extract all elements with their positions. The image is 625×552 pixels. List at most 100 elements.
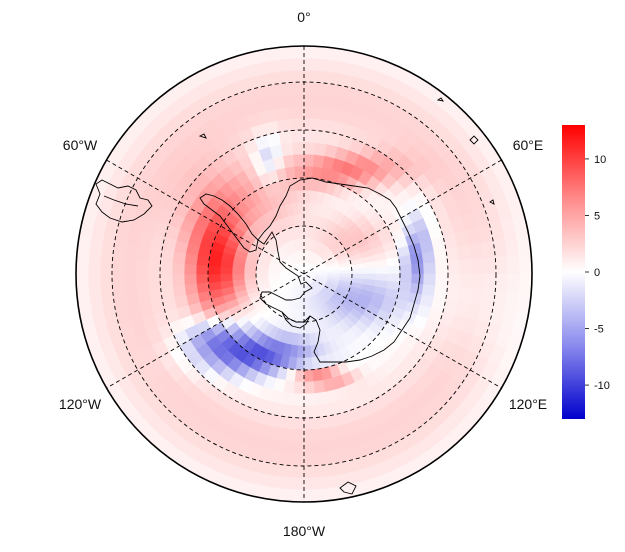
field-cell xyxy=(312,368,324,382)
field-cell xyxy=(159,273,173,287)
field-cell xyxy=(399,264,413,275)
field-cell xyxy=(433,248,448,263)
field-cell xyxy=(290,417,305,431)
field-cell xyxy=(363,267,377,275)
field-cell xyxy=(195,273,209,284)
field-cell xyxy=(445,246,460,262)
field-cell xyxy=(471,257,485,275)
field-cell xyxy=(303,93,321,107)
lon-label-0: 0° xyxy=(297,9,310,25)
field-cell xyxy=(283,46,305,60)
field-cell xyxy=(76,253,90,275)
field-cell xyxy=(136,287,151,304)
field-cell xyxy=(99,255,114,275)
colorbar-tick-label: 0 xyxy=(594,267,600,279)
field-cell xyxy=(423,262,437,275)
field-cell xyxy=(314,391,328,406)
field-cell xyxy=(272,439,290,454)
field-cell xyxy=(278,130,293,145)
field-cell xyxy=(255,273,269,279)
field-cell xyxy=(282,154,295,168)
field-cell xyxy=(286,453,305,467)
field-cell xyxy=(303,476,324,491)
field-cell xyxy=(135,273,149,289)
field-cell xyxy=(183,263,197,275)
field-cell xyxy=(303,369,314,383)
field-cell xyxy=(291,405,305,419)
field-cell xyxy=(272,94,290,109)
field-cell xyxy=(313,380,326,394)
field-cell xyxy=(289,105,305,119)
field-cell xyxy=(287,441,305,455)
field-cell xyxy=(483,273,497,292)
field-cell xyxy=(284,166,296,180)
island-coastline xyxy=(198,133,207,139)
field-cell xyxy=(294,369,305,383)
field-cell xyxy=(123,273,137,291)
field-cell xyxy=(459,259,473,275)
field-cell xyxy=(457,287,472,304)
map-boundary xyxy=(75,45,533,503)
lon-label-120e: 120°E xyxy=(509,396,547,412)
colorbar-tick-label: -10 xyxy=(594,380,610,392)
field-cell xyxy=(76,273,90,295)
field-cell xyxy=(423,273,437,286)
field-cell xyxy=(295,357,305,371)
south-america-coastline xyxy=(95,179,153,223)
field-cell xyxy=(518,273,532,295)
field-cell xyxy=(276,118,292,133)
field-cell xyxy=(172,284,187,298)
field-cell xyxy=(303,333,311,347)
field-cell xyxy=(286,81,305,95)
field-cell xyxy=(471,273,485,291)
field-cell xyxy=(195,264,209,275)
field-cell xyxy=(435,273,449,287)
field-cell xyxy=(411,263,425,275)
field-cell xyxy=(317,106,334,121)
field-cell xyxy=(183,273,197,285)
field-cell xyxy=(171,273,185,286)
colorbar-gradient xyxy=(562,125,585,419)
field-cell xyxy=(292,393,305,407)
field-cell xyxy=(219,273,233,282)
field-cell xyxy=(287,93,305,107)
field-cell xyxy=(387,273,401,283)
field-cell xyxy=(276,415,292,430)
meridian-60e-120w xyxy=(106,159,502,389)
field-cell xyxy=(459,273,473,289)
field-cell xyxy=(303,57,324,72)
field-cell xyxy=(303,46,325,60)
field-cell xyxy=(303,357,313,371)
field-cell xyxy=(231,273,245,281)
field-cell xyxy=(469,242,484,260)
lon-label-60w: 60°W xyxy=(63,137,98,153)
field-cell xyxy=(293,381,305,395)
field-cell xyxy=(316,415,332,430)
colorbar-tick-label: 5 xyxy=(594,210,600,222)
field-cell xyxy=(303,141,316,155)
field-cell xyxy=(274,106,291,121)
field-cell xyxy=(483,256,497,275)
field-cell xyxy=(411,273,425,285)
island-coastline xyxy=(339,481,357,495)
field-cell xyxy=(111,256,125,275)
field-cell xyxy=(284,57,305,72)
field-cell xyxy=(303,105,319,119)
field-cell xyxy=(447,260,461,275)
island-coastline xyxy=(436,97,444,102)
field-cell xyxy=(294,165,305,179)
field-cell xyxy=(285,464,305,479)
field-cell xyxy=(518,253,532,275)
field-cell xyxy=(124,288,139,306)
field-cell xyxy=(296,189,305,203)
field-cell xyxy=(292,141,305,155)
field-cell xyxy=(303,405,317,419)
field-cell xyxy=(207,265,221,275)
field-cell xyxy=(351,268,365,275)
south-america-coastline-inner xyxy=(103,195,139,207)
field-cell xyxy=(284,476,305,491)
meridian-60w-120e xyxy=(106,159,502,389)
field-cell xyxy=(303,117,318,131)
field-cell xyxy=(303,441,321,455)
